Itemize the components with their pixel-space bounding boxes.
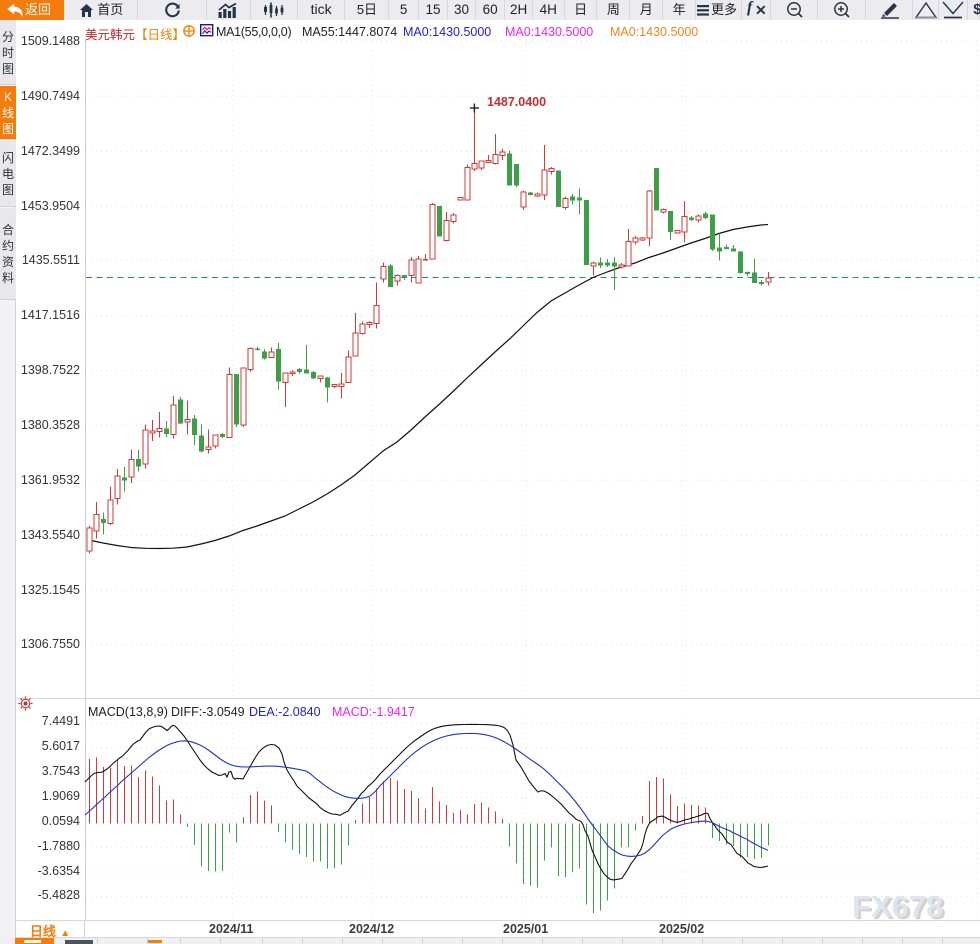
- svg-text:FX678: FX678: [855, 891, 946, 926]
- svg-text:FX678: FX678: [852, 889, 943, 924]
